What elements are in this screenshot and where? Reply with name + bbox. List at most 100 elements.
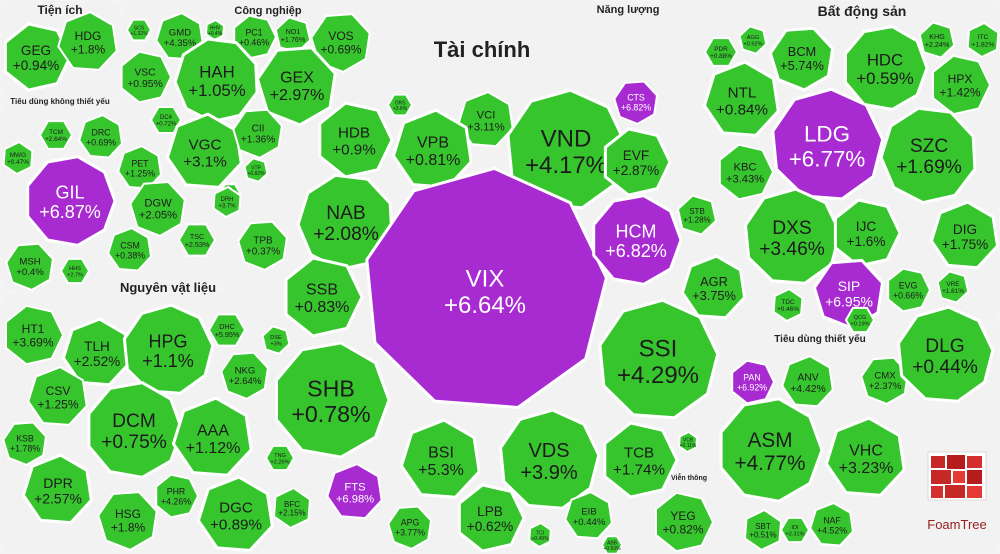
stock-cell-evf[interactable]: EVF+2.87% <box>603 127 672 197</box>
stock-cell-tci[interactable]: TCI+0.49% <box>528 522 552 548</box>
stock-cell-cts[interactable]: CTS+6.82% <box>613 80 658 125</box>
stock-cell-agg[interactable]: AGG+0.92% <box>738 25 768 55</box>
stock-cell-kbc[interactable]: KBC+3.43% <box>718 143 774 201</box>
stock-code-label: EVF <box>623 148 649 163</box>
stock-cell-vtp[interactable]: VTP+0.82% <box>243 157 269 183</box>
stock-cell-cmx[interactable]: CMX+2.37% <box>860 356 909 405</box>
stock-cell-khg[interactable]: KHG+2.24% <box>918 21 956 59</box>
stock-cell-csm[interactable]: CSM+0.38% <box>107 227 152 272</box>
stock-cell-dgw[interactable]: DGW+2.05% <box>129 181 186 237</box>
stock-cell-ht1[interactable]: HT1+3.69% <box>5 304 64 366</box>
stock-cell-tdc[interactable]: TDC+0.46% <box>772 288 804 322</box>
stock-cell-dse[interactable]: DSE+3% <box>261 325 291 355</box>
stock-cell-aaa[interactable]: AAA+1.12% <box>171 396 253 477</box>
stock-cell-vhc[interactable]: VHC+3.23% <box>824 416 906 497</box>
stock-cell-mwg[interactable]: MWG+0.47% <box>2 141 34 175</box>
stock-cell-msh[interactable]: MSH+0.4% <box>5 242 54 291</box>
stock-cell-hdb[interactable]: HDB+0.9% <box>318 101 394 179</box>
stock-cell-dgc[interactable]: DGC+0.89% <box>196 475 274 552</box>
stock-cell-tng[interactable]: TNG+2.26% <box>265 444 295 472</box>
stock-cell-tcm[interactable]: TCM+2.64% <box>39 120 73 150</box>
stock-cell-csv[interactable]: CSV+1.25% <box>27 366 88 426</box>
stock-cell-ors[interactable]: ORS+3.8% <box>387 93 413 117</box>
stock-cell-ntl[interactable]: NTL+0.84% <box>702 60 780 137</box>
stock-cell-vsc[interactable]: VSC+0.95% <box>120 50 172 104</box>
stock-cell-asm[interactable]: ASM+4.77% <box>719 397 824 503</box>
stock-cell-dlg[interactable]: DLG+0.44% <box>897 305 995 403</box>
stock-cell-vgc[interactable]: VGC+3.1% <box>165 112 243 189</box>
stock-cell-dpr[interactable]: DPR+2.57% <box>21 453 93 525</box>
stock-cell-qcg[interactable]: QCG+0.19% <box>845 306 875 334</box>
stock-cell-lpb[interactable]: LPB+0.62% <box>457 483 526 553</box>
stock-cell-gex[interactable]: GEX+2.97% <box>256 46 337 127</box>
stock-cell-vix[interactable]: VIX+6.64% <box>365 166 608 409</box>
stock-cell-dcm[interactable]: DCM+0.75% <box>87 381 184 479</box>
stock-cell-apg[interactable]: APG+3.77% <box>387 505 432 550</box>
stock-cell-vnd[interactable]: VND+4.17% <box>506 88 628 210</box>
stock-cell-naf[interactable]: NAF+4.52% <box>809 502 854 547</box>
stock-cell-anv[interactable]: ANV+4.42% <box>781 355 834 408</box>
stock-cell-sbt[interactable]: SBT+0.51% <box>744 509 782 551</box>
stock-cell-tsc[interactable]: TSC+2.53% <box>178 223 216 257</box>
stock-code-label: PAN <box>743 373 760 383</box>
stock-cell-hdc[interactable]: HDC+0.59% <box>844 25 929 111</box>
stock-cell-abb[interactable]: ABB+0.93% <box>601 535 623 554</box>
stock-cell-vpb[interactable]: VPB+0.81% <box>391 108 473 189</box>
stock-cell-cii[interactable]: CII+1.36% <box>232 108 283 159</box>
stock-cell-hah[interactable]: HAH+1.05% <box>173 37 259 124</box>
stock-cell-hsg[interactable]: HSG+1.8% <box>97 491 158 551</box>
stock-cell-ijc[interactable]: IJC+1.6% <box>833 198 902 268</box>
stock-cell-tlh[interactable]: TLH+2.52% <box>61 317 131 387</box>
stock-cell-stb[interactable]: STB+1.28% <box>676 194 718 236</box>
stock-cell-itc[interactable]: ITC+1.82% <box>966 22 1000 58</box>
stock-cell-ldg[interactable]: LDG+6.77% <box>771 87 885 201</box>
stock-cell-eib[interactable]: EIB+0.44% <box>564 491 613 540</box>
stock-code-label: VND <box>541 125 592 152</box>
stock-cell-gil[interactable]: GIL+6.87% <box>26 155 117 247</box>
stock-cell-ksb[interactable]: KSB+1.78% <box>2 421 47 466</box>
stock-cell-dig[interactable]: DIG+1.75% <box>929 200 999 270</box>
stock-cell-tpb[interactable]: TPB+0.37% <box>237 220 288 271</box>
stock-cell-hhs[interactable]: HHS+2.7% <box>60 257 90 285</box>
stock-cell-bfc[interactable]: BFC+2.15% <box>273 487 311 529</box>
stock-cell-shb[interactable]: SHB+0.78% <box>275 341 391 459</box>
stock-cell-geg[interactable]: GEG+0.94% <box>3 22 72 92</box>
stock-cell-vds[interactable]: VDS+3.9% <box>499 408 601 510</box>
stock-cell-vcb[interactable]: VCB+0.11% <box>678 431 698 453</box>
stock-cell-shape <box>129 181 186 237</box>
stock-code-label: BSI <box>428 445 454 462</box>
stock-cell-hdg[interactable]: HDG+1.8% <box>57 11 118 71</box>
stock-cell-hpx[interactable]: HPX+1.42% <box>932 54 991 116</box>
stock-cell-evg[interactable]: EVG+0.66% <box>887 267 931 313</box>
stock-cell-vre[interactable]: VRE+1.81% <box>936 270 970 304</box>
stock-cell-yeg[interactable]: YEG+0.82% <box>655 491 714 553</box>
stock-cell-hcm[interactable]: HCM+6.82% <box>592 194 683 286</box>
stock-cell-dxs[interactable]: DXS+3.46% <box>744 187 842 285</box>
stock-cell-hpg[interactable]: HPG+1.1% <box>122 303 215 395</box>
stock-cell-pc1[interactable]: PC1+0.46% <box>233 14 277 60</box>
stock-cell-vos[interactable]: VOS+0.69% <box>310 13 371 73</box>
stock-cell-tcb[interactable]: TCB+1.74% <box>603 421 679 499</box>
stock-cell-pan[interactable]: PAN+6.92% <box>731 359 775 405</box>
stock-cell-drh[interactable]: DRH+3.7% <box>212 186 242 218</box>
stock-cell-pdr[interactable]: PDR+0.88% <box>704 37 738 67</box>
stock-cell-bsi[interactable]: BSI+5.3% <box>399 418 481 499</box>
stock-cell-ssb[interactable]: SSB+0.83% <box>284 256 364 338</box>
stock-cell-agr[interactable]: AGR+3.75% <box>680 254 747 320</box>
stock-cell-vci[interactable]: VCI+3.11% <box>457 91 514 148</box>
stock-cell-fts[interactable]: FTS+6.98% <box>326 463 383 520</box>
stock-cell-shape <box>719 397 824 503</box>
stock-cell-scs[interactable]: SCS+1.32% <box>126 18 152 42</box>
stock-code-label: GIL <box>55 182 84 202</box>
stock-cell-ssi[interactable]: SSI+4.29% <box>598 298 720 420</box>
stock-cell-szc[interactable]: SZC+1.69% <box>879 106 977 205</box>
stock-cell-nab[interactable]: NAB+2.08% <box>296 173 394 272</box>
stock-cell-phr[interactable]: PHR+4.26% <box>155 473 199 519</box>
stock-cell-idi[interactable]: IDI+2.31% <box>780 516 810 544</box>
stock-cell-bcm[interactable]: BCM+5.74% <box>768 26 835 92</box>
stock-cell-dhc[interactable]: DHC+5.95% <box>208 313 246 347</box>
stock-cell-hhv[interactable]: HHV+0.4% <box>205 19 225 41</box>
stock-cell-pet[interactable]: PET+1.25% <box>117 145 162 190</box>
stock-cell-nkg[interactable]: NKG+2.64% <box>220 351 269 400</box>
stock-cell-drc[interactable]: DRC+0.69% <box>78 114 123 159</box>
